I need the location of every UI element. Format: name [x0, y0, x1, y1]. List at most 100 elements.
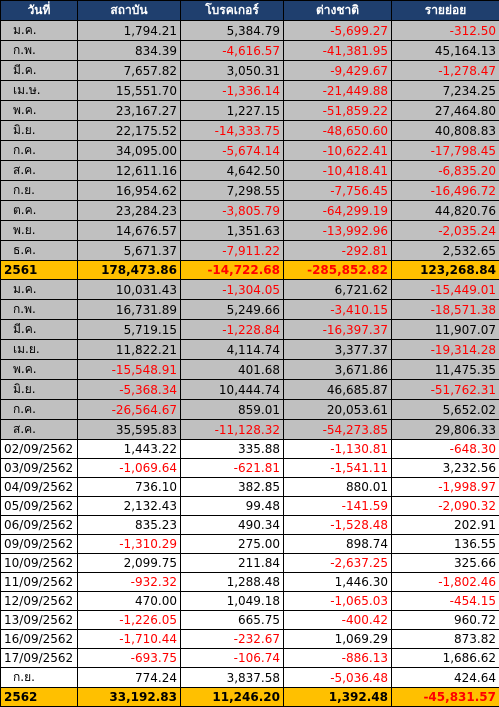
value-cell: -26,564.67 — [78, 400, 181, 420]
row-label: มิ.ย. — [1, 121, 78, 141]
row-label: ก.ค. — [1, 141, 78, 161]
value-cell: 1,686.62 — [392, 649, 499, 668]
row-label: 09/09/2562 — [1, 535, 78, 554]
value-cell: 11,475.35 — [392, 360, 499, 380]
value-cell: 7,298.55 — [181, 181, 284, 201]
value-cell: 325.66 — [392, 554, 499, 573]
row-label: เม.ย. — [1, 340, 78, 360]
value-cell: 7,234.25 — [392, 81, 499, 101]
value-cell: -15,548.91 — [78, 360, 181, 380]
value-cell: 3,050.31 — [181, 61, 284, 81]
row-label: มี.ค. — [1, 320, 78, 340]
row-label: 16/09/2562 — [1, 630, 78, 649]
value-cell: -1,130.81 — [284, 440, 392, 459]
value-cell: -15,449.01 — [392, 280, 499, 300]
value-cell: 6,721.62 — [284, 280, 392, 300]
value-cell: -1,710.44 — [78, 630, 181, 649]
value-cell: 123,268.84 — [392, 261, 499, 280]
value-cell: 859.01 — [181, 400, 284, 420]
row-label: 12/09/2562 — [1, 592, 78, 611]
value-cell: -285,852.82 — [284, 261, 392, 280]
value-cell: -1,226.05 — [78, 611, 181, 630]
value-cell: -1,528.48 — [284, 516, 392, 535]
value-cell: -1,069.64 — [78, 459, 181, 478]
value-cell: -3,805.79 — [181, 201, 284, 221]
row-label: ต.ค. — [1, 201, 78, 221]
value-cell: 178,473.86 — [78, 261, 181, 280]
value-cell: 736.10 — [78, 478, 181, 497]
value-cell: 3,671.86 — [284, 360, 392, 380]
value-cell: 10,444.74 — [181, 380, 284, 400]
value-cell: 23,284.23 — [78, 201, 181, 221]
value-cell: -1,310.29 — [78, 535, 181, 554]
value-cell: -454.15 — [392, 592, 499, 611]
row-label: 13/09/2562 — [1, 611, 78, 630]
value-cell: 2,532.65 — [392, 241, 499, 261]
row-label: พ.ค. — [1, 101, 78, 121]
header-cell: สถาบัน — [78, 1, 181, 21]
value-cell: -16,397.37 — [284, 320, 392, 340]
value-cell: -4,616.57 — [181, 41, 284, 61]
value-cell: 898.74 — [284, 535, 392, 554]
value-cell: 1,443.22 — [78, 440, 181, 459]
value-cell: 11,822.21 — [78, 340, 181, 360]
row-label: พ.ค. — [1, 360, 78, 380]
row-label: 11/09/2562 — [1, 573, 78, 592]
value-cell: -54,273.85 — [284, 420, 392, 440]
value-cell: 27,464.80 — [392, 101, 499, 121]
header-cell: โบรคเกอร์ — [181, 1, 284, 21]
value-cell: -14,722.68 — [181, 261, 284, 280]
value-cell: 11,246.20 — [181, 688, 284, 707]
value-cell: -1,998.97 — [392, 478, 499, 497]
value-cell: -21,449.88 — [284, 81, 392, 101]
value-cell: -17,798.45 — [392, 141, 499, 161]
value-cell: 7,657.82 — [78, 61, 181, 81]
value-cell: -11,128.32 — [181, 420, 284, 440]
value-cell: -51,762.31 — [392, 380, 499, 400]
value-cell: -1,228.84 — [181, 320, 284, 340]
value-cell: -106.74 — [181, 649, 284, 668]
value-cell: 4,642.50 — [181, 161, 284, 181]
row-label: 03/09/2562 — [1, 459, 78, 478]
header-cell: ต่างชาติ — [284, 1, 392, 21]
value-cell: 873.82 — [392, 630, 499, 649]
value-cell: -648.30 — [392, 440, 499, 459]
value-cell: -13,992.96 — [284, 221, 392, 241]
value-cell: 12,611.16 — [78, 161, 181, 181]
value-cell: -10,418.41 — [284, 161, 392, 181]
value-cell: 46,685.87 — [284, 380, 392, 400]
value-cell: 5,249.66 — [181, 300, 284, 320]
value-cell: 23,167.27 — [78, 101, 181, 121]
value-cell: -16,496.72 — [392, 181, 499, 201]
row-label: ส.ค. — [1, 161, 78, 181]
value-cell: 22,175.52 — [78, 121, 181, 141]
row-label: ก.พ. — [1, 41, 78, 61]
value-cell: -5,674.14 — [181, 141, 284, 161]
value-cell: 382.85 — [181, 478, 284, 497]
value-cell: -3,410.15 — [284, 300, 392, 320]
value-cell: 1,288.48 — [181, 573, 284, 592]
value-cell: -64,299.19 — [284, 201, 392, 221]
value-cell: -14,333.75 — [181, 121, 284, 141]
page: วันที่สถาบันโบรคเกอร์ต่างชาติรายย่อย ม.ค… — [0, 0, 499, 685]
value-cell: -1,802.46 — [392, 573, 499, 592]
